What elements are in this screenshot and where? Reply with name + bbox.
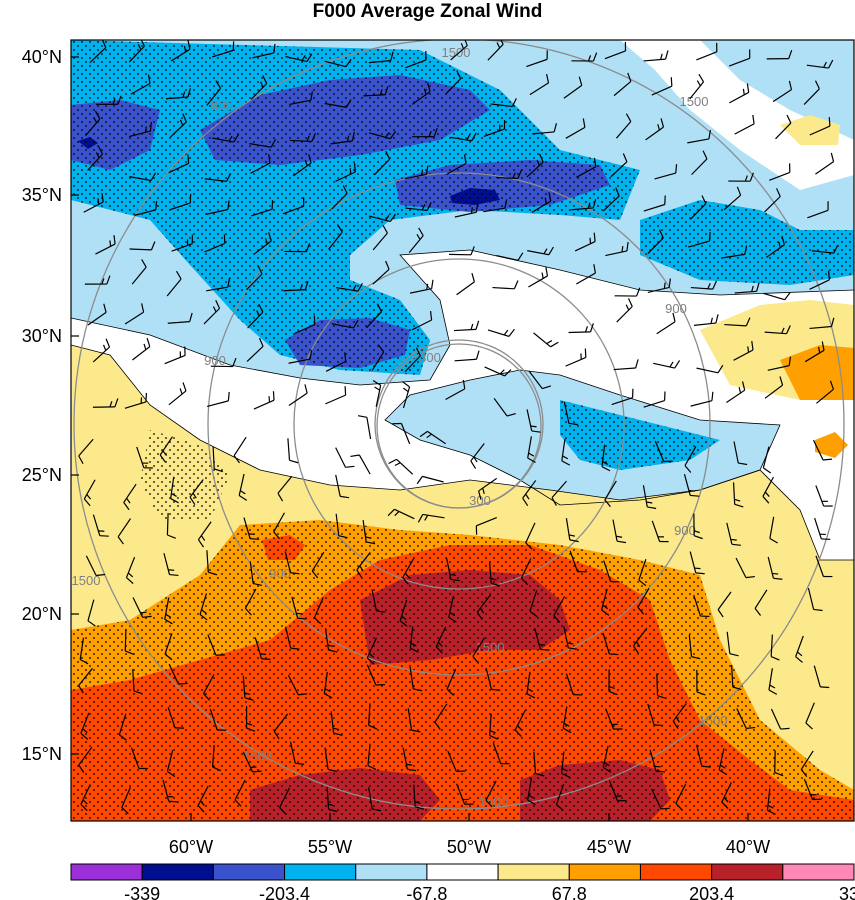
stipple-overlay [71,40,854,821]
colorbar-label: -339 [124,884,160,900]
colorbar-label: -67.8 [406,884,447,900]
colorbar-label: -203.4 [259,884,310,900]
contour-label: 1500 [479,794,508,809]
map-plot-area: 1500 1500 900 900 300 300 900 900 900 1500 1500 150… [71,40,854,821]
colorbar-swatch [568,863,641,881]
colorbar: -339 -203.4 -67.8 67.8 203.4 339 [70,863,855,900]
latitude-label: 40°N [22,47,62,67]
map-axes: 40°N 35°N 30°N 25°N 20°N 15°N 60°W 55°W 50°W 45°W… [22,47,770,857]
contour-label: 300 [469,493,491,508]
colorbar-label: 203.4 [689,884,734,900]
longitude-label: 40°W [726,837,770,857]
latitude-label: 35°N [22,185,62,205]
latitude-label: 20°N [22,604,62,624]
contour-label: 1500 [699,713,728,728]
contour-label: 1500 [72,573,101,588]
contour-label: 900 [204,353,226,368]
colorbar-swatch [497,863,570,881]
colorbar-swatch [70,863,143,881]
height-contours [73,40,845,810]
contour-label: 1500 [476,640,505,655]
contour-label-group: 1500 1500 900 900 300 300 900 900 900 1500 1500 150… [72,45,728,809]
colorbar-swatch [782,863,855,881]
contour-label: 900 [674,523,696,538]
colorbar-swatch [284,863,357,881]
colorbar-swatch [639,863,713,881]
contour-label: 900 [665,301,687,316]
wind-barbs [78,40,839,815]
contour-label: 300 [419,350,441,365]
colorbar-swatch [711,863,784,881]
latitude-label: 25°N [22,465,62,485]
colorbar-swatch [212,863,286,881]
longitude-label: 50°W [447,837,491,857]
longitude-label: 45°W [587,837,631,857]
latitude-label: 30°N [22,326,62,346]
plot-frame [70,39,855,822]
colorbar-swatch [426,863,499,881]
contour-label: 1500 [243,748,272,763]
contour-label: 1500 [680,94,709,109]
map-title: F000 Average Zonal Wind [312,1,543,22]
colorbar-swatch [355,863,428,881]
colorbar-swatch [141,863,214,881]
longitude-label: 60°W [169,837,213,857]
latitude-label: 15°N [22,744,62,764]
colorbar-label: 339 [839,884,855,900]
colorbar-label: 67.8 [552,884,587,900]
shading-contours [71,249,854,561]
longitude-label: 55°W [308,837,352,857]
contour-label: 900 [269,566,291,581]
contour-label: 900 [211,98,233,113]
